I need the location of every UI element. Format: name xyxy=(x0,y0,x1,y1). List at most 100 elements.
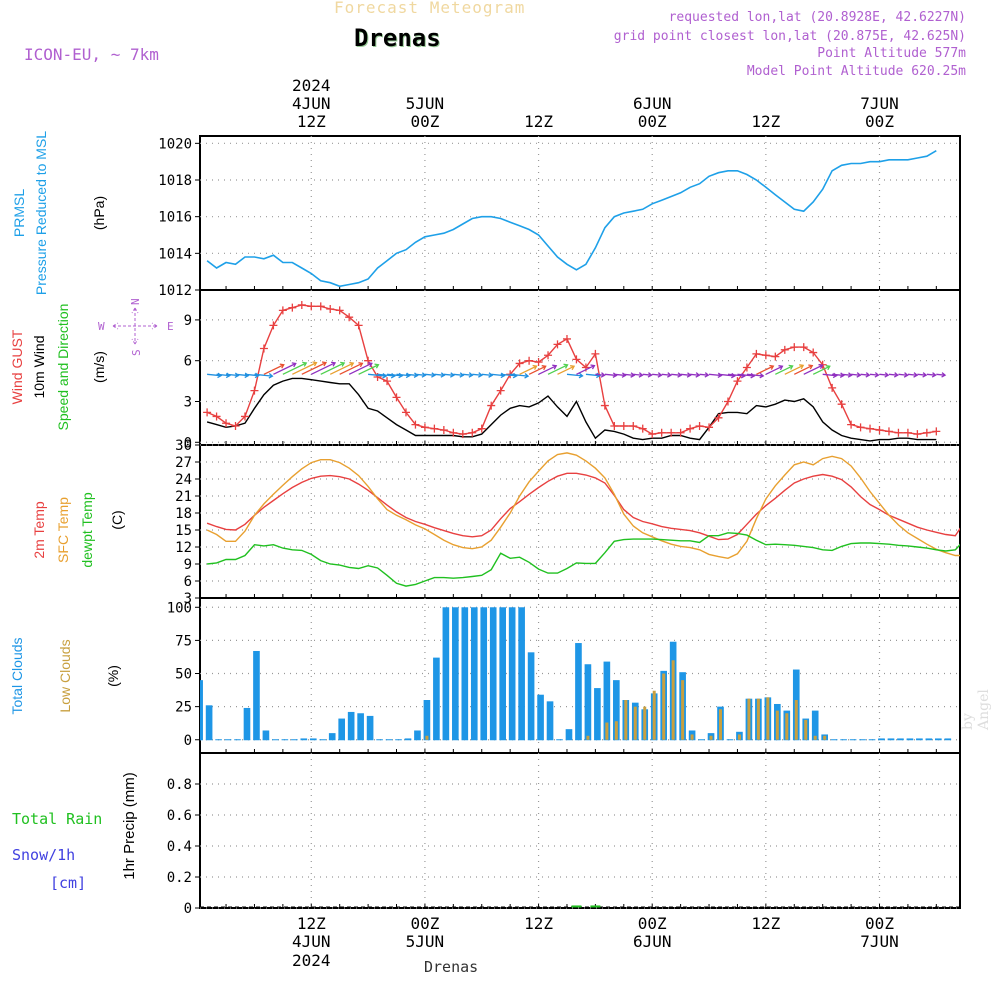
label-snow: Snow/1h xyxy=(12,846,75,864)
total-cloud-bar xyxy=(897,738,904,740)
gust-marker xyxy=(695,421,704,430)
y-tick-label: 1020 xyxy=(158,136,192,152)
wind-arrow xyxy=(519,365,537,375)
wind-arrow-head xyxy=(524,373,530,379)
y-tick-label: 0.4 xyxy=(167,839,192,855)
low-cloud-bar xyxy=(747,698,751,740)
gust-marker xyxy=(345,313,354,322)
total-cloud-bar xyxy=(613,680,620,740)
time-label-bottom-hour: 12Z xyxy=(524,914,553,933)
wind-arrow xyxy=(254,373,273,377)
time-label-top-hour: 00Z xyxy=(410,112,439,131)
gust-marker xyxy=(525,356,534,365)
wind-arrow xyxy=(907,373,918,376)
gust-marker xyxy=(231,421,240,430)
total-cloud-bar xyxy=(470,607,478,740)
wind-arrow xyxy=(358,364,379,375)
wind-arrow-head xyxy=(686,372,692,378)
wind-arrow-head xyxy=(291,362,297,368)
wind-arrow xyxy=(699,373,709,376)
gust-marker xyxy=(894,428,903,437)
y-tick-label: 18 xyxy=(175,506,192,522)
wind-arrow-head xyxy=(677,372,683,378)
dewpt-line xyxy=(207,532,960,587)
low-cloud-bar xyxy=(671,660,675,740)
low-cloud-bar xyxy=(719,709,722,740)
wind-arrow xyxy=(443,373,454,376)
y-tick-label: 12 xyxy=(175,540,192,556)
time-label-bottom-day: 4JUN xyxy=(292,932,331,951)
wind-arrow-head xyxy=(349,361,355,367)
gust-marker xyxy=(515,359,524,368)
wind-arrow xyxy=(292,362,317,375)
time-label-top-hour: 00Z xyxy=(638,112,667,131)
wind-arrow-head xyxy=(541,365,547,371)
wind-arrow-head xyxy=(449,372,455,378)
label-prmsl: PRMSL xyxy=(11,189,27,237)
gust-marker xyxy=(610,421,619,430)
wind-arrow-head xyxy=(621,372,627,378)
low-cloud-bar xyxy=(425,735,429,740)
low-cloud-bar xyxy=(586,735,590,740)
low-cloud-bar xyxy=(690,734,694,740)
wind-arrow-head xyxy=(413,372,419,378)
wind-arrow xyxy=(917,373,927,376)
gust-marker xyxy=(903,428,912,437)
wind-arrow xyxy=(348,362,373,375)
gust-marker xyxy=(752,349,761,358)
gust-marker xyxy=(326,305,335,314)
total-cloud-bar xyxy=(944,738,952,740)
total-cloud-bar xyxy=(338,718,346,740)
gust-marker xyxy=(742,363,751,372)
wind-arrow-head xyxy=(788,364,794,370)
y-tick-label: 0 xyxy=(184,435,192,451)
time-label-top-hour: 12Z xyxy=(751,112,780,131)
y-tick-label: 0 xyxy=(184,733,192,749)
y-tick-label: 15 xyxy=(175,523,192,539)
wind-arrow xyxy=(727,373,745,377)
compass-west: W xyxy=(98,320,105,333)
y-tick-label: 24 xyxy=(175,472,192,488)
wind-arrow-head xyxy=(657,372,663,378)
wind-arrow xyxy=(775,365,793,375)
time-label-bottom-hour: 00Z xyxy=(410,914,439,933)
wind-arrow-head xyxy=(478,372,483,378)
label-snow-unit: [cm] xyxy=(50,874,86,892)
wind-arrow xyxy=(623,373,635,376)
gust-marker xyxy=(600,401,609,410)
gust-marker xyxy=(913,430,922,439)
wind-arrow xyxy=(812,365,831,375)
wind-arrow-head xyxy=(865,372,871,378)
total-cloud-bar xyxy=(309,738,317,740)
gust-marker xyxy=(676,428,685,437)
gust-marker xyxy=(411,420,420,429)
total-cloud-bar xyxy=(546,701,554,740)
precip-group xyxy=(200,905,960,908)
gust-marker xyxy=(439,426,448,435)
wind-arrow xyxy=(793,365,813,375)
wind-arrow xyxy=(576,365,595,375)
wind-arrow xyxy=(453,373,464,376)
temp2m-line xyxy=(206,472,960,541)
gust-marker xyxy=(761,351,770,360)
y-tick-label: 30 xyxy=(175,438,192,454)
total-cloud-bar xyxy=(480,607,488,740)
gust-marker xyxy=(723,397,732,406)
y-tick-label: 1014 xyxy=(158,246,192,262)
wind-arrow xyxy=(832,373,844,377)
total-cloud-bar xyxy=(347,711,355,740)
wind-arrow xyxy=(898,373,908,376)
gust-marker xyxy=(856,423,865,432)
wind-arrow xyxy=(690,373,700,376)
gust-marker xyxy=(733,377,742,386)
wind-arrow xyxy=(424,373,435,376)
compass-east: E xyxy=(167,320,174,333)
time-label-bottom-day: 5JUN xyxy=(406,932,445,951)
y-tick-label: 75 xyxy=(175,633,192,649)
total-cloud-bar xyxy=(916,738,923,740)
wind-arrow xyxy=(329,362,354,375)
wind-arrow xyxy=(472,373,482,376)
wind-arrow xyxy=(510,373,529,377)
wind-arrow xyxy=(566,373,583,377)
